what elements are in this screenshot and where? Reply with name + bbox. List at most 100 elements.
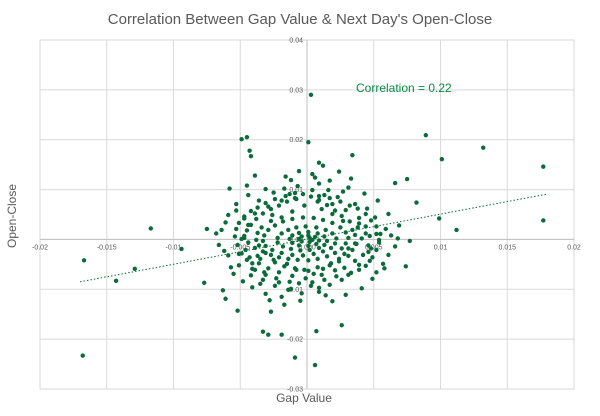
scatter-point (383, 226, 388, 232)
scatter-point (308, 194, 314, 199)
scatter-point (263, 200, 268, 206)
scatter-point (306, 140, 311, 145)
scatter-point (308, 92, 314, 98)
scatter-point (339, 277, 344, 283)
scatter-point (223, 220, 228, 225)
scatter-point (288, 246, 294, 252)
scatter-point (314, 328, 319, 334)
scatter-point (228, 265, 234, 270)
scatter-point (392, 244, 398, 249)
scatter-point (332, 250, 338, 256)
scatter-point (354, 241, 359, 247)
scatter-point (370, 255, 375, 260)
scatter-point (298, 248, 303, 253)
scatter-point (272, 196, 278, 202)
scatter-point (314, 241, 319, 247)
scatter-point (282, 264, 287, 269)
scatter-point (316, 289, 322, 294)
scatter-point (327, 282, 332, 287)
y-tick-label: 0.03 (289, 87, 303, 94)
scatter-point (268, 309, 274, 314)
scatter-point (392, 180, 398, 186)
scatter-point (81, 258, 87, 263)
scatter-point (235, 242, 240, 248)
scatter-point (307, 235, 312, 241)
scatter-point (306, 229, 311, 235)
scatter-point (294, 196, 299, 202)
scatter-point (356, 215, 362, 221)
scatter-point (395, 236, 400, 241)
scatter-point (290, 233, 295, 238)
trendline-layer (79, 193, 548, 283)
scatter-point (330, 299, 335, 304)
scatter-point (403, 264, 408, 269)
scatter-point (290, 240, 295, 246)
scatter-point (386, 252, 391, 258)
scatter-point (303, 224, 308, 229)
scatter-point (363, 224, 368, 229)
scatter-point (268, 218, 274, 224)
scatter-point (376, 240, 382, 245)
scatter-point (363, 211, 368, 217)
scatter-point (541, 218, 546, 223)
scatter-point (282, 302, 287, 307)
scatter-point (226, 212, 231, 218)
scatter-point (315, 265, 320, 270)
scatter-point (216, 242, 222, 248)
scatter-point (346, 235, 351, 241)
correlation-annotation: Correlation = 0.22 (356, 81, 452, 95)
scatter-point (288, 177, 294, 183)
y-tick-label: 0.00 (289, 237, 303, 244)
scatter-point (279, 250, 284, 256)
scatter-point (255, 230, 260, 236)
scatter-point (148, 226, 154, 231)
scatter-point (246, 192, 251, 198)
scatter-point (268, 252, 274, 258)
scatter-point (346, 253, 351, 259)
scatter-point (306, 258, 311, 263)
scatter-point (236, 220, 242, 226)
scatter-point (236, 263, 242, 268)
scatter-point (299, 291, 304, 296)
scatter-point (272, 223, 278, 228)
scatter-point (316, 193, 322, 199)
scatter-point (279, 198, 284, 203)
scatter-point (356, 262, 362, 268)
scatter-point (332, 208, 338, 213)
scatter-point (311, 271, 316, 277)
scatter-point (279, 332, 284, 337)
scatter-point (262, 233, 267, 238)
scatter-point (302, 267, 307, 273)
scatter-point (298, 298, 303, 303)
scatter-point (252, 245, 258, 251)
scatter-point (356, 221, 362, 226)
scatter-point (276, 280, 282, 285)
scatter-point (336, 259, 342, 264)
scatter-point (276, 270, 282, 275)
scatter-point (260, 238, 266, 244)
scatter-point (312, 175, 318, 180)
scatter-point (239, 251, 244, 256)
scatter-point (276, 255, 282, 260)
scatter-point (338, 199, 343, 204)
scatter-point (254, 216, 259, 222)
scatter-point (319, 206, 324, 212)
scatter-point (275, 240, 280, 245)
scatter-point (350, 152, 355, 158)
scatter-point (256, 198, 262, 203)
scatter-point (263, 291, 268, 296)
ticks-layer: -0.02 -0.015 -0.01 -0.005 0.000 0.005 0.01 0.01… (32, 38, 581, 394)
scatter-point (223, 296, 228, 301)
scatter-point (330, 201, 335, 207)
scatter-point (266, 332, 271, 337)
scatter-point (316, 245, 322, 251)
scatter-point (342, 265, 347, 271)
scatter-point (307, 247, 312, 253)
scatter-point (347, 219, 352, 224)
scatter-point (80, 353, 85, 358)
x-tick-label: 0.015 (498, 244, 516, 251)
x-tick-label: -0.005 (230, 244, 250, 251)
scatter-point (366, 249, 371, 255)
scatter-point (263, 250, 268, 256)
scatter-point (283, 174, 288, 179)
